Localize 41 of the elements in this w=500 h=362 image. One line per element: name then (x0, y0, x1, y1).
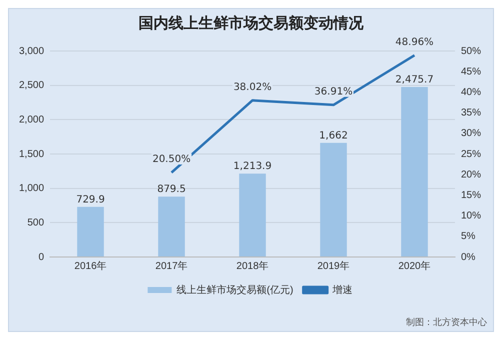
text: 制图：北方资本中心 (406, 316, 487, 329)
bar (158, 196, 185, 256)
bar (239, 174, 266, 256)
legend-label: 增速 (331, 284, 352, 296)
bar (401, 87, 428, 256)
x-tick-label: 2017年 (155, 260, 188, 272)
y-tick-label: 1,000 (18, 183, 44, 194)
data-label: 2,475.7 (395, 74, 434, 86)
data-label: 729.9 (76, 194, 105, 206)
y-tick-label: 2,500 (18, 80, 44, 92)
data-label: 1,213.9 (233, 161, 272, 172)
x-tick-label: 2018年 (236, 260, 269, 272)
y2-tick-label: 10% (460, 210, 482, 222)
y-tick-label: 3,000 (18, 46, 44, 57)
y-tick-label: 2,000 (18, 114, 44, 126)
data-label: 879.5 (157, 184, 186, 196)
x-tick-label: 2019年 (317, 260, 350, 272)
y-tick-label: 0 (38, 252, 44, 263)
bar (77, 206, 104, 256)
y-tick-label: 1,500 (18, 148, 44, 160)
chart-title: 国内线上生鲜市场交易额变动情况 (138, 14, 364, 33)
y2-tick-label: 25% (460, 148, 482, 160)
y2-tick-label: 50% (460, 46, 482, 57)
data-label: 38.02% (233, 82, 272, 93)
data-label: 20.50% (152, 154, 191, 166)
data-label: 48.96% (395, 36, 434, 48)
data-label: 1,662 (319, 130, 348, 142)
y2-tick-label: 20% (460, 169, 482, 180)
x-tick-label: 2020年 (398, 260, 431, 272)
y2-tick-label: 15% (460, 190, 482, 201)
y2-tick-label: 0% (460, 252, 476, 263)
y2-tick-label: 30% (460, 128, 482, 140)
x-tick-label: 2016年 (74, 260, 107, 272)
y2-tick-label: 35% (460, 108, 482, 119)
bar (320, 142, 347, 256)
data-label: 36.91% (314, 86, 353, 98)
legend-label: 线上生鲜市场交易额(亿元) (176, 284, 294, 296)
y2-tick-label: 45% (460, 66, 482, 78)
y-tick-label: 500 (27, 217, 44, 228)
y2-tick-label: 5% (460, 231, 476, 242)
y2-tick-label: 40% (460, 86, 482, 98)
